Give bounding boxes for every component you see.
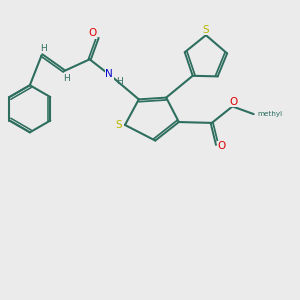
Text: H: H bbox=[64, 74, 70, 83]
Text: S: S bbox=[202, 25, 209, 35]
Text: O: O bbox=[88, 28, 96, 38]
Text: H: H bbox=[40, 44, 47, 52]
Text: S: S bbox=[116, 120, 122, 130]
Text: O: O bbox=[217, 141, 225, 151]
Text: methyl: methyl bbox=[257, 111, 282, 117]
Text: H: H bbox=[116, 76, 123, 85]
Text: N: N bbox=[106, 69, 113, 79]
Text: O: O bbox=[229, 97, 237, 107]
